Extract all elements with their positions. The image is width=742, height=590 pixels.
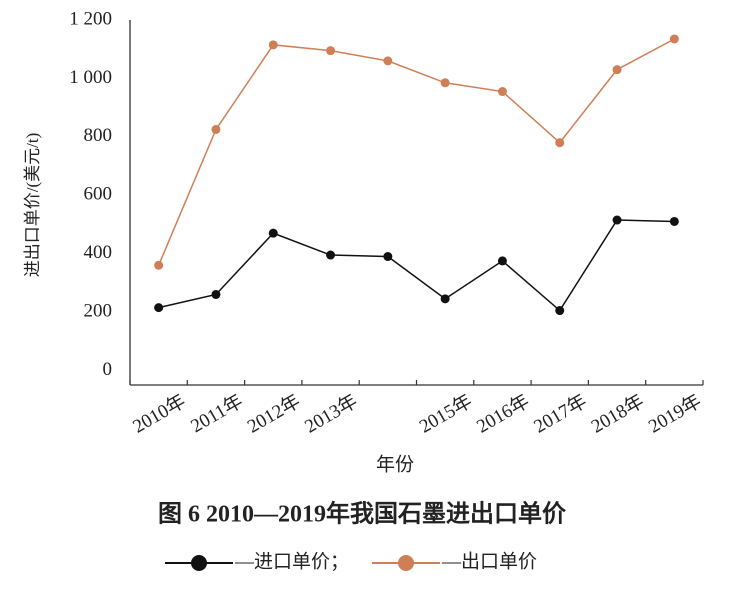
- legend-marker: [398, 555, 414, 571]
- y-tick-label: 1 000: [69, 67, 112, 88]
- point: [669, 216, 679, 226]
- x-tick-label: 2012年: [244, 390, 304, 438]
- x-tick-label: 2015年: [415, 390, 475, 438]
- chart-title: 图 6 2010—2019年我国石墨进出口单价: [158, 500, 567, 528]
- point: [497, 256, 507, 266]
- point: [440, 294, 450, 304]
- x-tick-label: 2018年: [587, 390, 647, 438]
- legend-label: —进口单价；: [234, 550, 349, 572]
- point: [555, 138, 565, 148]
- point: [268, 40, 278, 50]
- y-tick-label: 600: [84, 184, 113, 205]
- point: [440, 78, 450, 88]
- point: [383, 252, 393, 262]
- point: [326, 46, 336, 56]
- x-tick-label: 2010年: [129, 390, 189, 438]
- series-line: [157, 38, 675, 266]
- x-tick-label: 2016年: [473, 390, 533, 438]
- point: [211, 125, 221, 134]
- legend-marker: [191, 555, 207, 571]
- x-axis-label: 年份: [376, 453, 414, 475]
- point: [669, 34, 679, 44]
- point: [154, 303, 164, 313]
- y-axis-label: 进出口单价/(美元/t): [23, 133, 42, 278]
- point: [268, 228, 278, 238]
- x-tick-label: 2011年: [187, 390, 247, 437]
- point: [612, 215, 622, 225]
- point: [383, 56, 393, 66]
- point: [154, 260, 164, 270]
- y-tick-label: 1 200: [69, 8, 112, 29]
- point: [326, 250, 336, 260]
- x-tick-label: 2013年: [301, 390, 361, 438]
- y-tick-label: 400: [84, 242, 113, 263]
- series-line: [158, 219, 675, 312]
- point: [555, 306, 565, 316]
- point: [612, 65, 622, 75]
- point: [497, 87, 507, 97]
- y-tick-label: 0: [103, 359, 113, 380]
- y-tick-label: 200: [84, 300, 113, 321]
- x-tick-label: 2017年: [530, 390, 590, 438]
- legend-label: —出口单价: [441, 550, 537, 572]
- y-tick-label: 800: [84, 125, 113, 146]
- point: [211, 289, 221, 299]
- x-tick-label: 2019年: [645, 390, 705, 438]
